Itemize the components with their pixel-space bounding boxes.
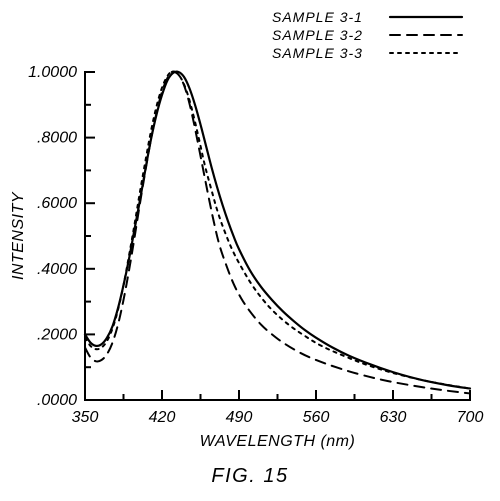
y-tick-label: .8000 xyxy=(37,130,77,147)
y-tick-label: .2000 xyxy=(37,326,77,343)
legend-label-1: SAMPLE 3-1 xyxy=(272,9,363,25)
y-tick-label: .4000 xyxy=(37,261,77,278)
y-tick-label: .6000 xyxy=(37,195,77,212)
x-tick-label: 420 xyxy=(149,409,176,426)
x-tick-label: 630 xyxy=(380,409,407,426)
legend-label-3: SAMPLE 3-3 xyxy=(272,45,363,61)
y-axis-label: INTENSITY xyxy=(10,191,27,280)
x-tick-label: 560 xyxy=(303,409,330,426)
spectrum-chart: 350 420 490 560 630 700 .0000 .2000 .4000 .6000 .8… xyxy=(0,0,500,501)
y-tick-label: 1.0000 xyxy=(28,64,77,81)
figure-label: FIG. 15 xyxy=(211,465,288,487)
y-tick-label: .0000 xyxy=(37,392,77,409)
x-tick-label: 700 xyxy=(457,409,484,426)
x-tick-label: 490 xyxy=(226,409,253,426)
x-axis-label: WAVELENGTH (nm) xyxy=(200,433,356,450)
legend-label-2: SAMPLE 3-2 xyxy=(272,27,363,43)
x-tick-label: 350 xyxy=(72,409,99,426)
